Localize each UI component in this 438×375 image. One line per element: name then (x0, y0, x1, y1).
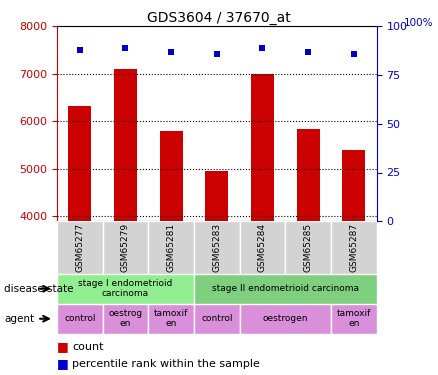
Bar (331, 304, 377, 334)
Text: GSM65279: GSM65279 (121, 223, 130, 272)
Text: GSM65277: GSM65277 (75, 223, 84, 272)
Bar (285, 221, 331, 274)
Text: oestrogen: oestrogen (262, 314, 308, 323)
Text: control: control (64, 314, 95, 323)
Text: ■: ■ (57, 340, 69, 353)
Text: GSM65285: GSM65285 (304, 223, 313, 272)
Bar (297, 129, 320, 221)
Text: count: count (72, 342, 104, 352)
Bar (114, 69, 137, 221)
Text: disease state: disease state (4, 284, 74, 294)
Bar (57, 304, 102, 334)
Bar (343, 150, 365, 221)
Text: ■: ■ (57, 357, 69, 370)
Bar (160, 131, 183, 221)
Bar (148, 221, 194, 274)
Bar (251, 74, 274, 221)
Text: agent: agent (4, 314, 35, 324)
Y-axis label: 100%: 100% (403, 18, 433, 28)
Bar (240, 304, 331, 334)
Text: oestrog
en: oestrog en (108, 309, 142, 328)
Bar (194, 274, 377, 304)
Bar (102, 304, 148, 334)
Bar (194, 221, 240, 274)
Text: control: control (201, 314, 233, 323)
Text: tamoxif
en: tamoxif en (337, 309, 371, 328)
Text: percentile rank within the sample: percentile rank within the sample (72, 359, 260, 369)
Text: GSM65283: GSM65283 (212, 223, 221, 272)
Bar (102, 221, 148, 274)
Bar (194, 304, 240, 334)
Bar (331, 221, 377, 274)
Bar (148, 304, 194, 334)
Bar (57, 274, 194, 304)
Bar (205, 171, 228, 221)
Text: stage II endometrioid carcinoma: stage II endometrioid carcinoma (212, 284, 359, 293)
Text: GSM65287: GSM65287 (350, 223, 358, 272)
Bar (57, 221, 102, 274)
Bar (68, 106, 91, 221)
Text: GSM65284: GSM65284 (258, 223, 267, 272)
Text: GSM65281: GSM65281 (166, 223, 176, 272)
Text: stage I endometrioid
carcinoma: stage I endometrioid carcinoma (78, 279, 173, 298)
Bar (240, 221, 285, 274)
Text: tamoxif
en: tamoxif en (154, 309, 188, 328)
Text: GDS3604 / 37670_at: GDS3604 / 37670_at (147, 11, 291, 25)
